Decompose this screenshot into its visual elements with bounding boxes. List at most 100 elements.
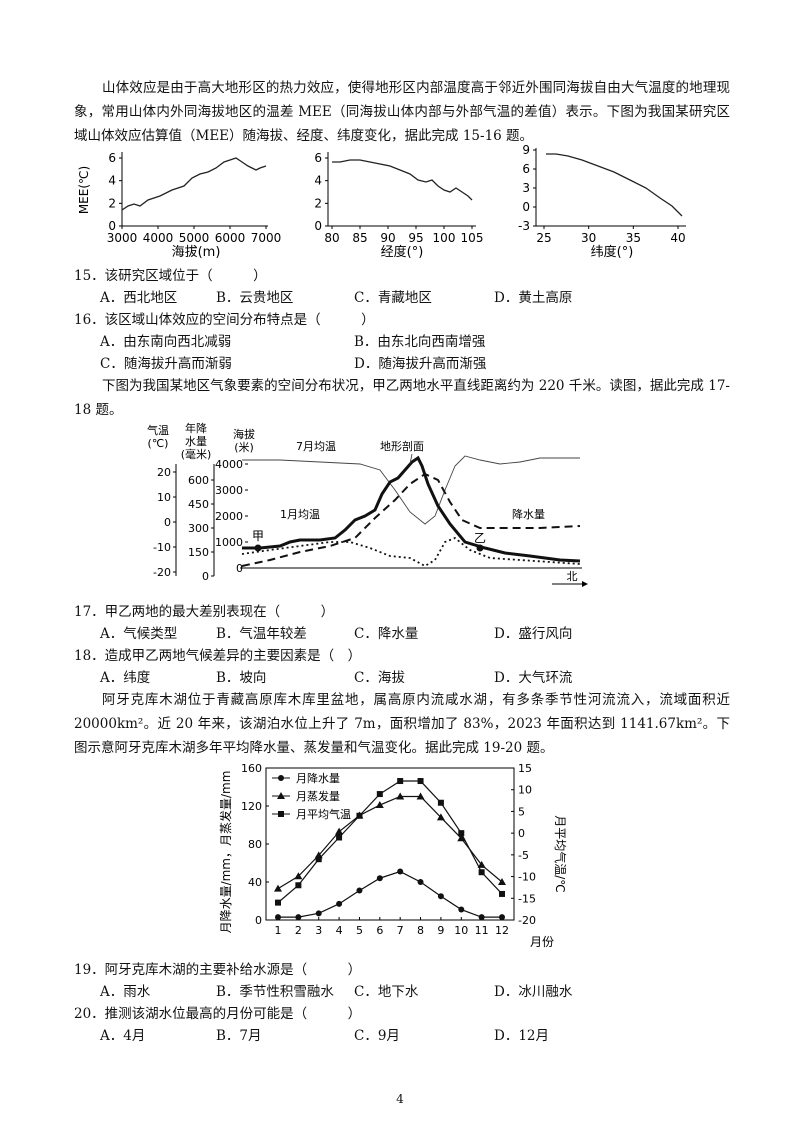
precip-point	[458, 906, 465, 913]
left-axis-tick: 120	[241, 800, 262, 813]
mee-longitude-xtick: 100	[433, 231, 456, 245]
temp-point	[499, 890, 505, 897]
mee-longitude-xlabel: 经度(°)	[381, 244, 424, 260]
svg-text:(毫米): (毫米)	[181, 447, 212, 461]
series-line-0	[278, 870, 502, 918]
q20-option-a[interactable]: A．4月	[100, 1028, 146, 1044]
question-19-stem: 19．阿牙克库木湖的主要补给水源是（ ）	[74, 962, 362, 978]
q15-option-a[interactable]: A．西北地区	[100, 290, 178, 306]
q20-option-c[interactable]: C．9月	[354, 1028, 400, 1044]
temp-point	[397, 778, 404, 785]
temp-tick: 20	[157, 466, 171, 479]
jan-temp-label: 1月均温	[280, 508, 320, 521]
mee-latitude-ytick: 9	[522, 143, 530, 157]
precip-tick: 450	[188, 498, 209, 511]
series-line-2	[277, 780, 503, 904]
q17-option-b[interactable]: B．气温年较差	[216, 626, 307, 642]
q19-option-b[interactable]: B．季节性积雪融水	[216, 984, 334, 1000]
left-axis-tick: 160	[241, 762, 262, 775]
q18-option-d[interactable]: D．大气环流	[494, 670, 573, 686]
temp-point	[315, 856, 322, 863]
q16-option-d[interactable]: D．随海拔升高而渐强	[354, 356, 487, 372]
left-axis-tick: 0	[255, 914, 262, 927]
right-axis-tick: 5	[518, 805, 525, 818]
altitude-tick: 3000	[215, 484, 243, 497]
svg-text:年降: 年降	[185, 421, 207, 435]
evap-point	[375, 801, 384, 809]
q15-option-b[interactable]: B．云贵地区	[216, 290, 294, 306]
svg-text:(℃): (℃)	[148, 437, 169, 450]
precip-point	[417, 879, 424, 885]
q19-option-a[interactable]: A．雨水	[100, 984, 151, 1000]
temp-tick: 0	[164, 516, 171, 529]
precip-point	[336, 900, 343, 907]
question-15-stem: 15．该研究区域位于（ ）	[74, 268, 267, 284]
question-18-stem: 18．造成甲乙两地气候差异的主要因素是（ ）	[74, 648, 362, 664]
mee-altitude-ytick: 4	[108, 174, 116, 188]
month-tick: 7	[397, 924, 404, 937]
page-number: 4	[396, 1092, 404, 1106]
question-20-stem: 20．推测该湖水位最高的月份可能是（ ）	[74, 1006, 362, 1022]
temp-tick: -20	[153, 566, 171, 579]
month-tick: 12	[495, 924, 509, 937]
q20-option-d[interactable]: D．12月	[494, 1028, 550, 1044]
q16-option-c[interactable]: C．随海拔升高而渐弱	[100, 356, 232, 372]
q20-option-b[interactable]: B．7月	[216, 1028, 262, 1044]
precip-tick: 150	[188, 546, 209, 559]
mee-longitude-xtick: 85	[352, 231, 367, 245]
right-axis-tick: 10	[518, 784, 532, 797]
precip-point	[275, 914, 281, 921]
precip-point	[478, 914, 485, 921]
month-tick: 8	[417, 924, 424, 937]
altitude-tick: 0	[236, 562, 243, 575]
evap-point	[416, 792, 425, 800]
month-tick: 11	[475, 924, 489, 937]
precip-tick: 0	[202, 570, 209, 583]
mee-latitude-xlabel: 纬度(°)	[591, 244, 634, 260]
precip-point	[315, 910, 322, 917]
yi-label: 乙	[474, 531, 486, 545]
svg-text:水量: 水量	[185, 435, 207, 448]
mee-longitude-xtick: 90	[380, 231, 395, 245]
q18-option-a[interactable]: A．纬度	[100, 670, 151, 686]
q17-option-c[interactable]: C．降水量	[354, 626, 419, 642]
mee-latitude-ytick: 3	[522, 181, 530, 195]
right-axis-tick: 0	[518, 827, 525, 840]
north-label: 北	[567, 570, 578, 583]
precip-line	[241, 472, 581, 567]
evap-point	[436, 813, 445, 821]
q17-option-d[interactable]: D．盛行风向	[494, 626, 573, 642]
q17-option-a[interactable]: A．气候类型	[100, 626, 178, 642]
q18-option-b[interactable]: B．坡向	[216, 670, 267, 686]
right-axis-tick: -5	[518, 849, 529, 862]
month-tick: 2	[295, 924, 302, 937]
mee-latitude-xtick: 30	[581, 231, 596, 245]
mee-longitude-xtick: 105	[461, 231, 484, 245]
evap-point	[457, 834, 466, 842]
mee-altitude-xtick: 4000	[143, 231, 174, 245]
mee-altitude-xtick: 7000	[251, 231, 282, 245]
q16-option-a[interactable]: A．由东南向西北减弱	[100, 334, 232, 350]
month-tick: 9	[437, 924, 444, 937]
svg-text:海拔: 海拔	[233, 427, 255, 441]
series-line-1	[277, 795, 503, 890]
altitude-tick: 4000	[215, 458, 243, 471]
month-tick: 4	[336, 924, 343, 937]
jia-point	[254, 544, 262, 552]
legend-label: 月降水量	[296, 771, 340, 785]
question-16-stem: 16．该区域山体效应的空间分布特点是（ ）	[74, 312, 375, 328]
temp-point	[478, 869, 485, 876]
q19-option-d[interactable]: D．冰川融水	[494, 984, 573, 1000]
q15-option-d[interactable]: D．黄土高原	[494, 290, 573, 306]
q16-option-b[interactable]: B．由东北向西南增强	[354, 334, 486, 350]
svg-text:气温: 气温	[147, 423, 169, 437]
july-temp-line	[242, 455, 580, 525]
altitude-tick: 2000	[215, 510, 243, 523]
july-temp-label: 7月均温	[296, 440, 336, 453]
q15-option-c[interactable]: C．青藏地区	[354, 290, 432, 306]
mee-longitude-chart: 0 2 4 6 80 85 90 95 100 105 经度(°)	[314, 151, 483, 260]
q19-option-c[interactable]: C．地下水	[354, 984, 419, 1000]
q18-option-c[interactable]: C．海拔	[354, 670, 405, 686]
temp-point	[356, 812, 363, 819]
lake-left-ylabel: 月降水量/mm，月蒸发量/mm	[218, 771, 233, 934]
